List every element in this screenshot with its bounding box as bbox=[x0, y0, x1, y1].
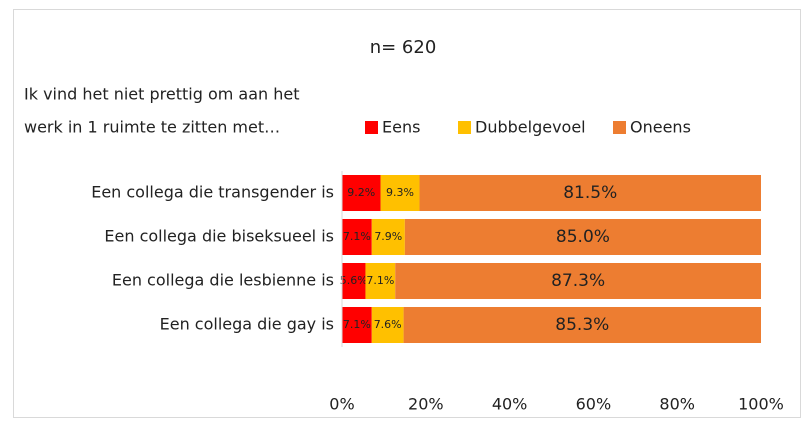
data-label: 81.5% bbox=[563, 183, 617, 203]
data-label: 9.2% bbox=[347, 186, 375, 199]
bar-segment bbox=[342, 175, 381, 211]
y-tick-label: Een collega die biseksueel is bbox=[104, 227, 334, 246]
y-tick-label: Een collega die lesbienne is bbox=[112, 271, 334, 290]
legend-label: Eens bbox=[382, 118, 420, 137]
bar-segment bbox=[419, 175, 761, 211]
bar-segment bbox=[371, 219, 405, 255]
bar-segment bbox=[365, 263, 396, 299]
data-label: 7.6% bbox=[374, 318, 402, 331]
bar-segment bbox=[404, 219, 761, 255]
data-label: 7.1% bbox=[343, 230, 371, 243]
x-tick-label: 100% bbox=[738, 395, 784, 414]
data-label: 9.3% bbox=[386, 186, 414, 199]
bar-segment bbox=[342, 263, 366, 299]
data-label: 7.9% bbox=[374, 230, 402, 243]
x-tick-label: 0% bbox=[329, 395, 354, 414]
legend-swatch bbox=[458, 121, 471, 134]
subtitle-line: Ik vind het niet prettig om aan het bbox=[24, 85, 300, 104]
chart-frame bbox=[13, 9, 801, 418]
data-label: 85.3% bbox=[555, 315, 609, 335]
data-label: 5.6% bbox=[340, 274, 368, 287]
data-label: 87.3% bbox=[551, 271, 605, 291]
data-label: 7.1% bbox=[343, 318, 371, 331]
bar-segment bbox=[371, 307, 404, 343]
chart-title: n= 620 bbox=[370, 37, 437, 58]
legend-swatch bbox=[613, 121, 626, 134]
legend-swatch bbox=[365, 121, 378, 134]
bar-segment bbox=[380, 175, 420, 211]
bar-segment bbox=[403, 307, 761, 343]
x-tick-label: 60% bbox=[576, 395, 612, 414]
bar-segment bbox=[395, 263, 761, 299]
bar-segment bbox=[342, 307, 372, 343]
x-tick-label: 40% bbox=[492, 395, 528, 414]
x-tick-label: 80% bbox=[659, 395, 695, 414]
data-label: 7.1% bbox=[366, 274, 394, 287]
subtitle-line: werk in 1 ruimte te zitten met… bbox=[24, 118, 280, 137]
bar-segment bbox=[342, 219, 372, 255]
legend-label: Oneens bbox=[630, 118, 691, 137]
legend-label: Dubbelgevoel bbox=[475, 118, 586, 137]
x-tick-label: 20% bbox=[408, 395, 444, 414]
data-label: 85.0% bbox=[556, 227, 610, 247]
y-tick-label: Een collega die gay is bbox=[160, 315, 334, 334]
y-tick-label: Een collega die transgender is bbox=[91, 183, 334, 202]
